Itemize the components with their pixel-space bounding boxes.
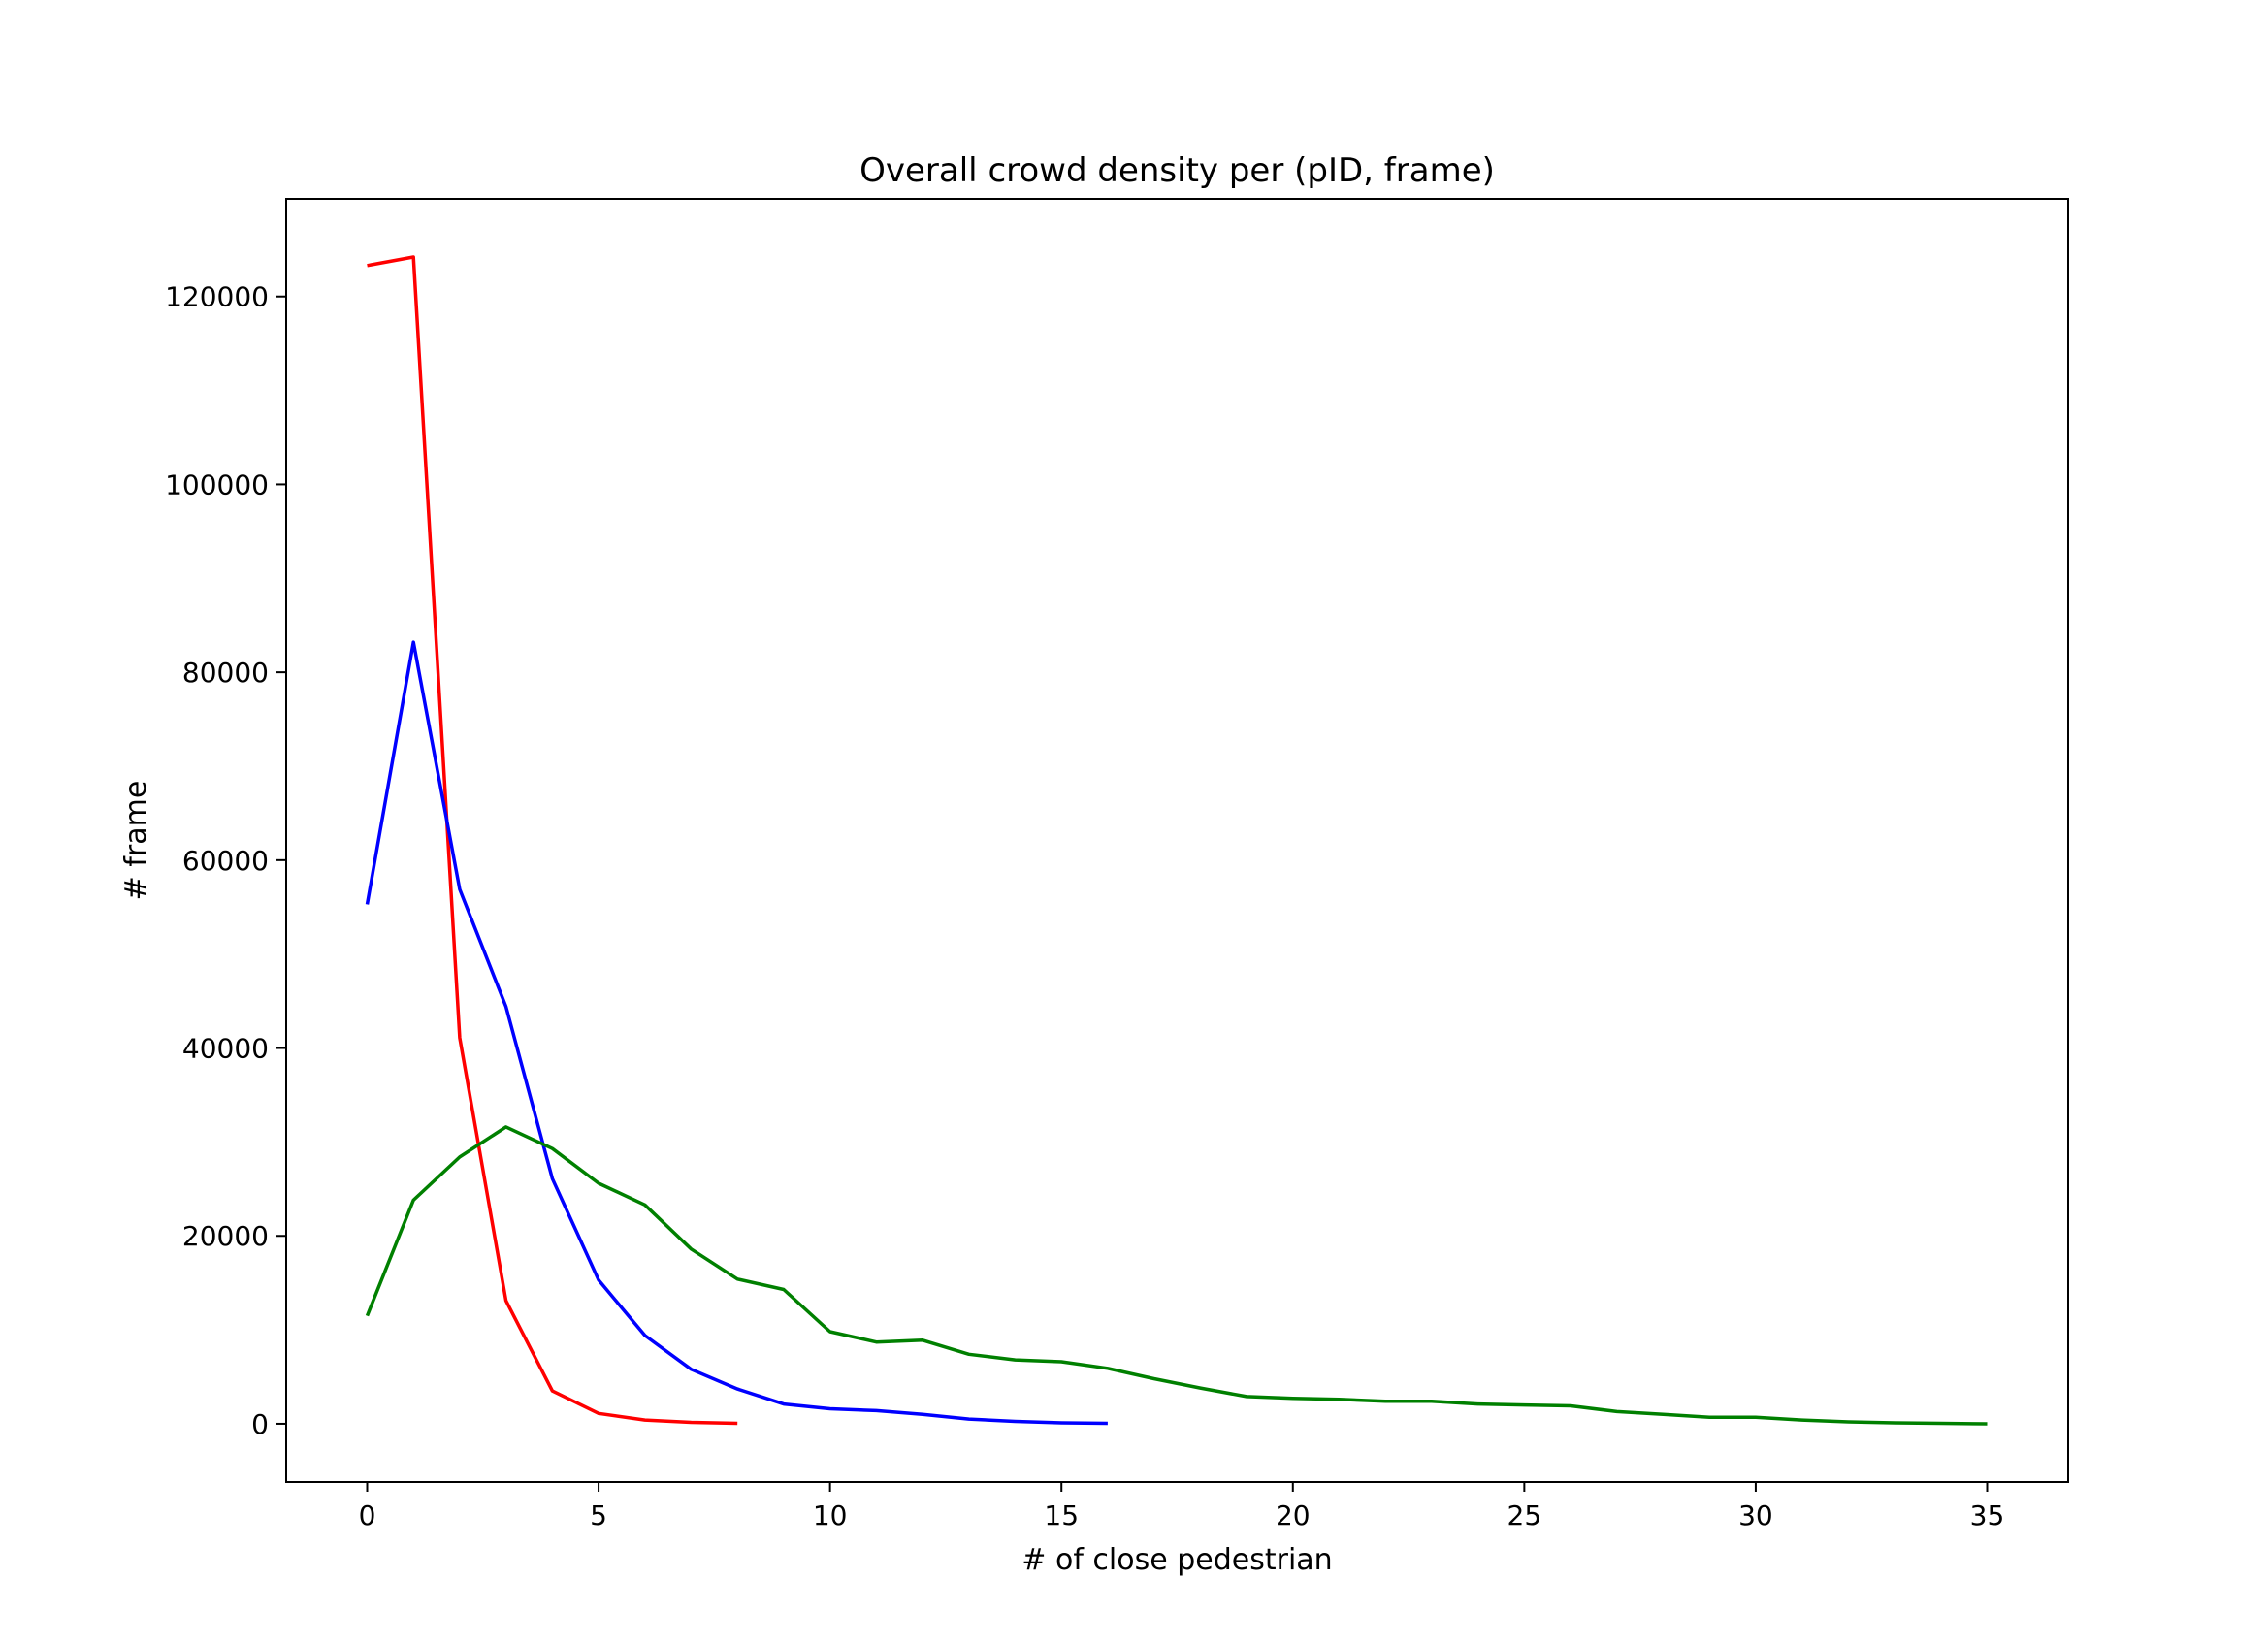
x-tick-label: 15 bbox=[1044, 1499, 1079, 1531]
x-tick-label: 0 bbox=[359, 1499, 376, 1531]
y-tick-label: 40000 bbox=[182, 1033, 269, 1065]
series-layer bbox=[365, 255, 1988, 1426]
plot-area bbox=[285, 198, 2069, 1483]
y-axis-label: # frame bbox=[119, 781, 153, 901]
y-tick-label: 60000 bbox=[182, 845, 269, 877]
x-tick-label: 20 bbox=[1276, 1499, 1311, 1531]
x-tick-label: 30 bbox=[1738, 1499, 1773, 1531]
y-tick-label: 80000 bbox=[182, 657, 269, 689]
axes-frame bbox=[285, 198, 2069, 1483]
y-tick-label: 20000 bbox=[182, 1220, 269, 1252]
chart-title: Overall crowd density per (pID, frame) bbox=[859, 151, 1495, 190]
x-tick-label: 25 bbox=[1507, 1499, 1542, 1531]
y-tick-label: 120000 bbox=[165, 281, 269, 313]
x-tick-label: 10 bbox=[813, 1499, 848, 1531]
series-line-2 bbox=[365, 640, 1108, 1426]
x-axis-label: # of close pedestrian bbox=[1021, 1543, 1332, 1577]
series-line-1 bbox=[367, 255, 738, 1426]
series-line-3 bbox=[365, 1125, 1988, 1426]
x-tick-label: 35 bbox=[1970, 1499, 2005, 1531]
x-tick-label: 5 bbox=[590, 1499, 607, 1531]
y-tick-label: 100000 bbox=[165, 468, 269, 500]
x-axis-ticks: 0 5 10 15 20 25 30 35 bbox=[359, 1482, 2005, 1531]
y-axis-ticks: 0 20000 40000 60000 80000 100000 120000 bbox=[165, 281, 286, 1440]
y-tick-label: 0 bbox=[251, 1408, 269, 1440]
